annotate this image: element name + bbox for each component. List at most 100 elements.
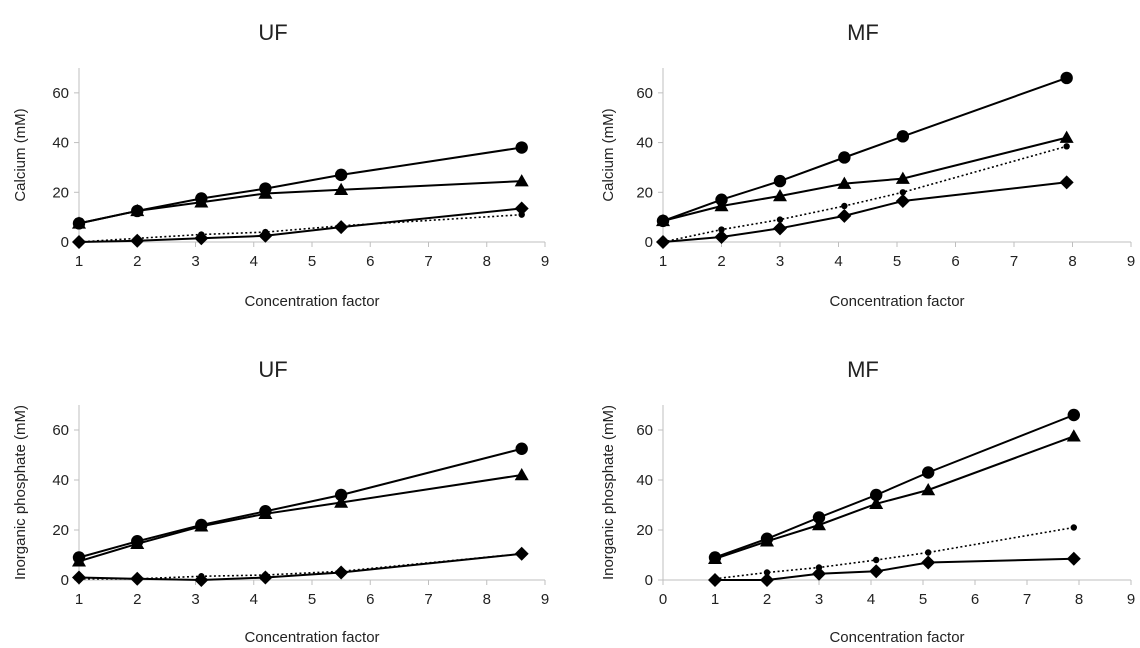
x-tick-label: 1: [75, 253, 83, 270]
marker-small-circle: [841, 202, 848, 210]
x-tick-label: 4: [867, 591, 875, 608]
series-circle: [708, 408, 1081, 564]
y-tick-label: 40: [52, 135, 69, 152]
y-axis-label: Calcium (mM): [600, 108, 617, 201]
marker-diamond: [194, 573, 209, 587]
marker-triangle: [72, 216, 86, 229]
marker-diamond: [334, 220, 349, 235]
x-tick-label: 5: [919, 591, 927, 608]
marker-diamond: [773, 221, 787, 236]
x-tick-label: 1: [711, 591, 719, 608]
x-tick-label: 8: [1068, 253, 1076, 270]
x-tick-label: 9: [541, 591, 549, 608]
series-line: [662, 181, 1067, 243]
marker-circle: [812, 511, 826, 524]
series-line: [78, 552, 522, 582]
series-triangle: [656, 130, 1074, 227]
marker-triangle: [708, 551, 722, 564]
x-tick-label: 3: [776, 253, 784, 270]
marker-small-circle: [873, 556, 880, 564]
marker-circle: [515, 442, 528, 455]
x-tick-label: 2: [763, 591, 771, 608]
marker-triangle: [869, 496, 884, 509]
y-tick-label: 0: [645, 572, 653, 589]
marker-circle: [1067, 408, 1081, 422]
x-tick-label: 9: [541, 253, 549, 270]
series-line: [662, 145, 1067, 243]
x-tick-label: 2: [717, 253, 725, 270]
series-line: [715, 557, 1074, 581]
x-tick-label: 8: [483, 253, 491, 270]
marker-triangle: [334, 495, 349, 508]
marker-diamond: [1059, 175, 1074, 190]
y-tick-label: 0: [61, 234, 69, 251]
marker-triangle: [514, 468, 529, 481]
marker-triangle: [760, 534, 774, 547]
marker-circle: [870, 488, 883, 502]
series-diamond: [72, 546, 529, 587]
series-line: [714, 526, 1074, 580]
y-tick-label: 20: [636, 522, 653, 539]
marker-diamond: [514, 546, 529, 561]
marker-triangle: [714, 198, 729, 212]
chart-title: MF: [847, 357, 879, 382]
marker-diamond: [72, 235, 86, 249]
series-line: [78, 146, 522, 225]
marker-triangle: [656, 213, 670, 227]
series-line: [78, 207, 522, 243]
marker-triangle: [334, 182, 349, 196]
marker-diamond: [258, 570, 273, 585]
x-axis-label: Concentration factor: [244, 629, 379, 646]
marker-triangle: [514, 174, 529, 187]
x-tick-label: 9: [1127, 591, 1135, 608]
x-tick-label: 1: [75, 591, 83, 608]
marker-small-circle: [925, 549, 932, 556]
series-circle: [72, 141, 528, 230]
series-line: [78, 180, 522, 225]
y-tick-label: 20: [52, 522, 69, 539]
marker-small-circle: [899, 189, 907, 196]
x-tick-label: 6: [366, 591, 374, 608]
x-tick-label: 8: [1075, 591, 1083, 608]
x-tick-label: 7: [1023, 591, 1031, 608]
marker-triangle: [895, 171, 910, 184]
series-small-circle: [75, 550, 525, 582]
marker-circle: [334, 168, 348, 182]
series-line: [78, 447, 522, 559]
chart-panel-1: UF 0 20 40 60 1 2 3 4 5 6 7 8 9 Concentration factor Ca…: [12, 20, 549, 310]
x-tick-label: 4: [250, 591, 258, 608]
marker-triangle: [130, 536, 145, 549]
marker-diamond: [921, 555, 936, 570]
chart-title: UF: [258, 20, 287, 45]
marker-diamond: [130, 571, 145, 586]
x-axis-label: Concentration factor: [829, 293, 964, 310]
marker-diamond: [812, 566, 826, 581]
marker-diamond: [258, 228, 273, 243]
marker-diamond: [714, 230, 729, 245]
y-tick-label: 40: [52, 472, 69, 489]
y-axis-label: Calcium (mM): [12, 108, 29, 201]
y-tick-label: 40: [636, 472, 653, 489]
x-tick-label: 1: [659, 253, 667, 270]
marker-diamond: [514, 201, 529, 216]
marker-triangle: [130, 203, 145, 217]
marker-triangle: [773, 189, 787, 202]
marker-diamond: [656, 235, 670, 249]
x-tick-label: 7: [424, 591, 432, 608]
marker-triangle: [194, 519, 209, 532]
series-diamond: [656, 175, 1074, 249]
marker-diamond: [130, 233, 145, 248]
series-diamond: [72, 201, 529, 249]
y-tick-label: 60: [636, 85, 653, 102]
x-tick-label: 6: [971, 591, 979, 608]
chart-panel-3: UF 0 20 40 60 1 2 3 4 5 6 7 8 9 Concentration factor In…: [12, 357, 549, 646]
x-tick-label: 4: [834, 253, 842, 270]
x-tick-label: 7: [424, 253, 432, 270]
y-axis-label: Inorganic phosphate (mM): [12, 405, 29, 580]
chart-title: MF: [847, 20, 879, 45]
series-triangle: [72, 468, 529, 567]
x-tick-label: 5: [308, 591, 316, 608]
series-triangle: [708, 429, 1081, 564]
y-tick-label: 40: [636, 135, 653, 152]
